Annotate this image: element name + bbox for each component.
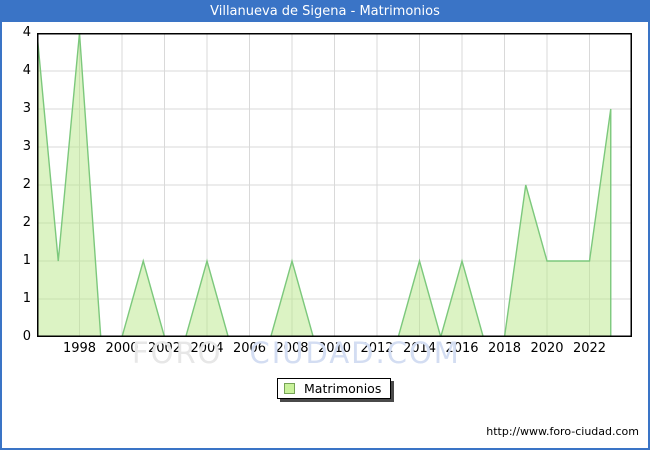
x-tick-label-2006: 2006	[232, 341, 267, 356]
y-tick-label: 4	[22, 25, 31, 40]
footer-url: http://www.foro-ciudad.com	[486, 425, 639, 438]
area-outline	[37, 33, 612, 337]
x-tick-label-2004: 2004	[190, 341, 224, 356]
chart-title: Villanueva de Sigena - Matrimonios	[210, 4, 440, 19]
y-tick-label: 2	[22, 215, 31, 230]
x-tick-label-2022: 2022	[572, 341, 607, 356]
x-tick-label-2012: 2012	[360, 341, 394, 356]
y-tick-label: 0	[22, 329, 31, 344]
chart-plot-svg	[37, 33, 632, 337]
y-tick-label: 4	[22, 63, 31, 78]
plot-area	[37, 33, 632, 337]
y-tick-label: 3	[22, 101, 31, 116]
x-tick-label-2002: 2002	[147, 341, 182, 356]
y-tick-label: 2	[22, 177, 31, 192]
legend-color-swatch	[284, 383, 295, 394]
x-tick-label-2000: 2000	[105, 341, 139, 356]
area-fill	[37, 33, 611, 337]
x-tick-label-2018: 2018	[487, 341, 522, 356]
plot-border	[37, 33, 632, 337]
x-tick-label-2016: 2016	[445, 341, 479, 356]
x-tick-label-2008: 2008	[275, 341, 309, 356]
y-tick-label: 3	[22, 139, 31, 154]
y-tick-label: 1	[22, 253, 31, 268]
y-tick-label: 1	[22, 291, 31, 306]
x-tick-label-2010: 2010	[317, 341, 352, 356]
x-tick-label-2020: 2020	[530, 341, 564, 356]
legend: Matrimonios	[277, 378, 392, 399]
chart-title-bar: Villanueva de Sigena - Matrimonios	[2, 2, 648, 22]
legend-label: Matrimonios	[304, 381, 382, 396]
x-tick-label-1998: 1998	[62, 341, 97, 356]
x-tick-label-2014: 2014	[402, 341, 437, 356]
